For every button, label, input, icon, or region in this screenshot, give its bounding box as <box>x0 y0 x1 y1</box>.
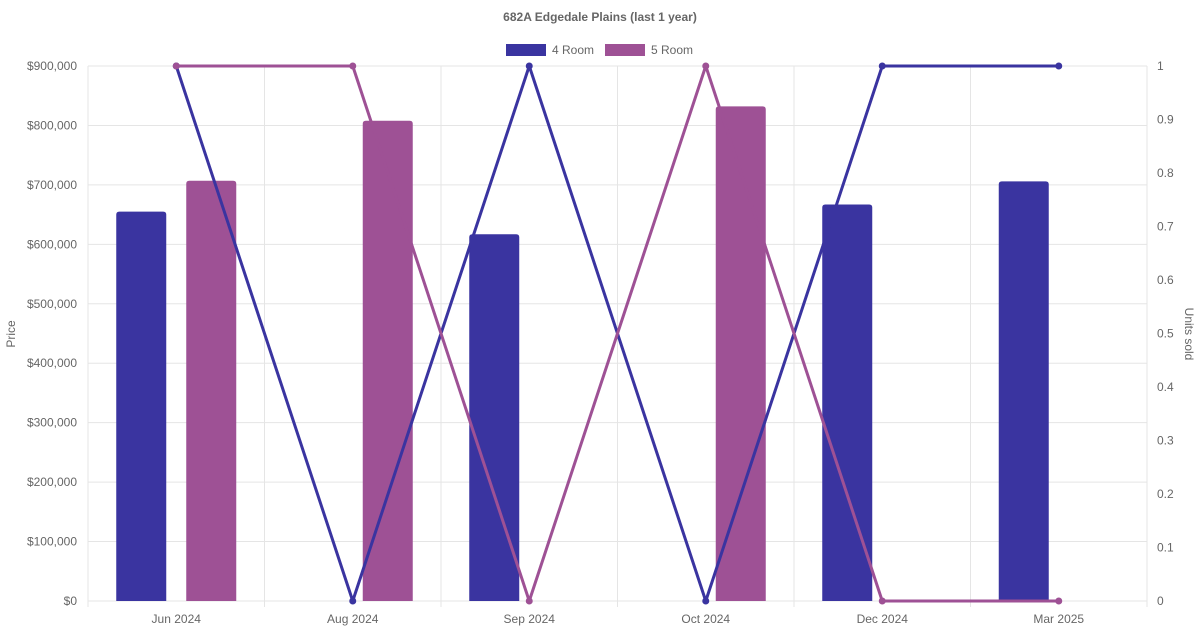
point-5-room <box>525 597 533 605</box>
y2-tick-label: 0.2 <box>1157 487 1174 501</box>
y-tick-label: $100,000 <box>27 535 77 549</box>
bar-4-room <box>998 181 1049 602</box>
point-4-room <box>878 62 886 70</box>
y2-tick-label: 0.8 <box>1157 166 1174 180</box>
x-tick-label: Dec 2024 <box>857 612 909 626</box>
y-axis-title: Price <box>4 320 18 348</box>
x-tick-label: Sep 2024 <box>504 612 556 626</box>
point-5-room <box>702 62 710 70</box>
point-4-room <box>702 597 710 605</box>
y2-tick-label: 0.3 <box>1157 434 1174 448</box>
legend-label-5-room: 5 Room <box>651 43 693 57</box>
point-5-room <box>349 62 357 70</box>
y2-tick-label: 0.7 <box>1157 220 1174 234</box>
legend-swatch-4-room <box>506 44 546 56</box>
price-bars <box>116 106 1049 602</box>
x-axis: Jun 2024 Aug 2024 Sep 2024 Oct 2024 Dec 2024… <box>152 612 1085 626</box>
point-4-room <box>1055 62 1063 70</box>
chart-title: 682A Edgedale Plains (last 1 year) <box>503 10 697 24</box>
bar-5-room <box>715 106 766 601</box>
x-tick-label: Jun 2024 <box>152 612 202 626</box>
bar-5-room <box>362 120 413 601</box>
y-tick-label: $800,000 <box>27 118 77 132</box>
bar-5-room <box>186 180 237 601</box>
point-4-room <box>525 62 533 70</box>
line-5-room <box>176 64 1059 603</box>
y2-tick-label: 0.5 <box>1157 327 1174 341</box>
bar-4-room <box>116 211 167 601</box>
legend-label-4-room: 4 Room <box>552 43 594 57</box>
point-4-room <box>349 597 357 605</box>
y-tick-label: $600,000 <box>27 237 77 251</box>
point-5-room <box>172 62 180 70</box>
point-5-room <box>878 597 886 605</box>
legend[interactable]: 4 Room 5 Room <box>506 43 693 57</box>
bar-4-room <box>822 204 873 601</box>
bar-4-room <box>469 234 520 601</box>
y-tick-label: $200,000 <box>27 475 77 489</box>
y-tick-label: $700,000 <box>27 178 77 192</box>
y-tick-label: $900,000 <box>27 59 77 73</box>
y2-tick-label: 0 <box>1157 594 1164 608</box>
y2-tick-label: 0.9 <box>1157 113 1174 127</box>
y-tick-label: $300,000 <box>27 416 77 430</box>
y-axis-right: 0 0.1 0.2 0.3 0.4 0.5 0.6 0.7 0.8 0.9 1 <box>1157 59 1174 608</box>
y-tick-label: $500,000 <box>27 297 77 311</box>
y2-tick-label: 0.4 <box>1157 380 1174 394</box>
legend-swatch-5-room <box>605 44 645 56</box>
point-5-room <box>1055 597 1063 605</box>
y2-tick-label: 0.6 <box>1157 273 1174 287</box>
y2-tick-label: 0.1 <box>1157 541 1174 555</box>
x-tick-label: Oct 2024 <box>681 612 730 626</box>
y2-tick-label: 1 <box>1157 59 1164 73</box>
units-sold-lines <box>172 62 1063 605</box>
y-tick-label: $0 <box>64 594 78 608</box>
y2-axis-title: Units sold <box>1182 308 1196 361</box>
y-tick-label: $400,000 <box>27 356 77 370</box>
y-axis-left: $0 $100,000 $200,000 $300,000 $400,000 $500,0… <box>27 59 77 608</box>
x-tick-label: Mar 2025 <box>1033 612 1084 626</box>
x-tick-label: Aug 2024 <box>327 612 379 626</box>
